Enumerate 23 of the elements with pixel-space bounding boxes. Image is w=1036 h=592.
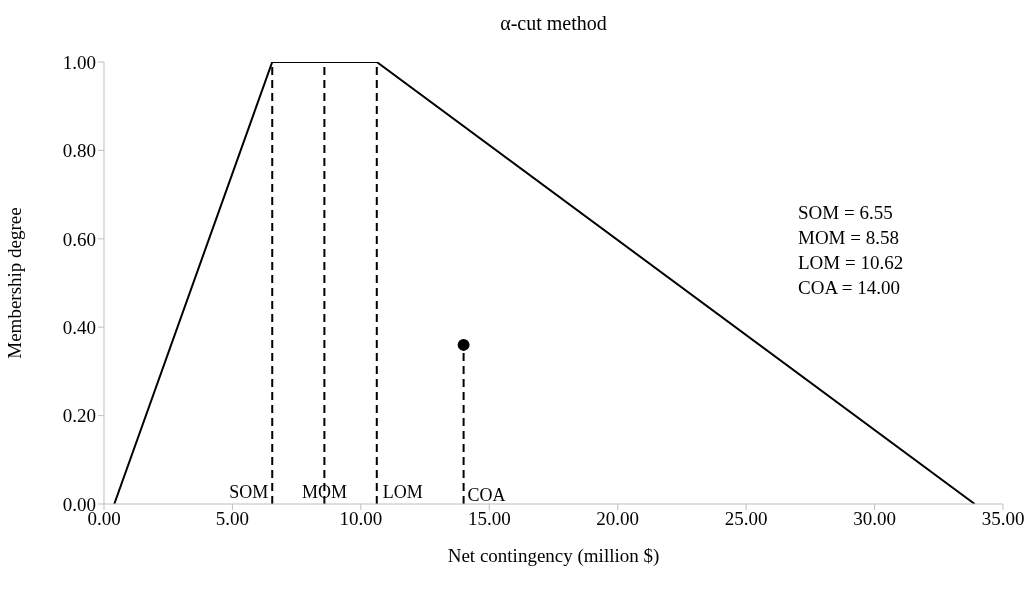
annotation: COA = 14.00 — [798, 276, 902, 300]
ref-line-label: SOM — [229, 482, 269, 502]
x-axis-title: Net contingency (million $) — [447, 545, 660, 567]
x-tick-label: 35.00 — [981, 508, 1025, 530]
y-axis-title: Membership degree — [3, 207, 25, 359]
x-tick-label: 25.00 — [724, 508, 768, 530]
y-tick-label: 0.20 — [62, 405, 96, 427]
annotation: SOM = 6.55 — [798, 201, 894, 225]
annotation: COA — [467, 485, 506, 505]
y-tick-label: 1.00 — [62, 51, 96, 73]
x-tick-label: 5.00 — [215, 508, 250, 530]
annotation: LOM = 10.62 — [798, 251, 904, 275]
x-tick-label: 10.00 — [339, 508, 383, 530]
ref-line-label: LOM — [382, 482, 423, 502]
x-tick-label: 15.00 — [467, 508, 511, 530]
annotation: MOM = 8.58 — [798, 226, 900, 250]
ref-line-label: MOM — [301, 482, 347, 502]
y-tick-label: 0.40 — [62, 316, 96, 338]
x-tick-label: 30.00 — [853, 508, 896, 530]
y-tick-label: 0.80 — [62, 140, 96, 162]
x-tick-label: 20.00 — [596, 508, 640, 530]
chart-title: α-cut method — [499, 12, 608, 35]
y-tick-label: 0.60 — [62, 228, 96, 250]
